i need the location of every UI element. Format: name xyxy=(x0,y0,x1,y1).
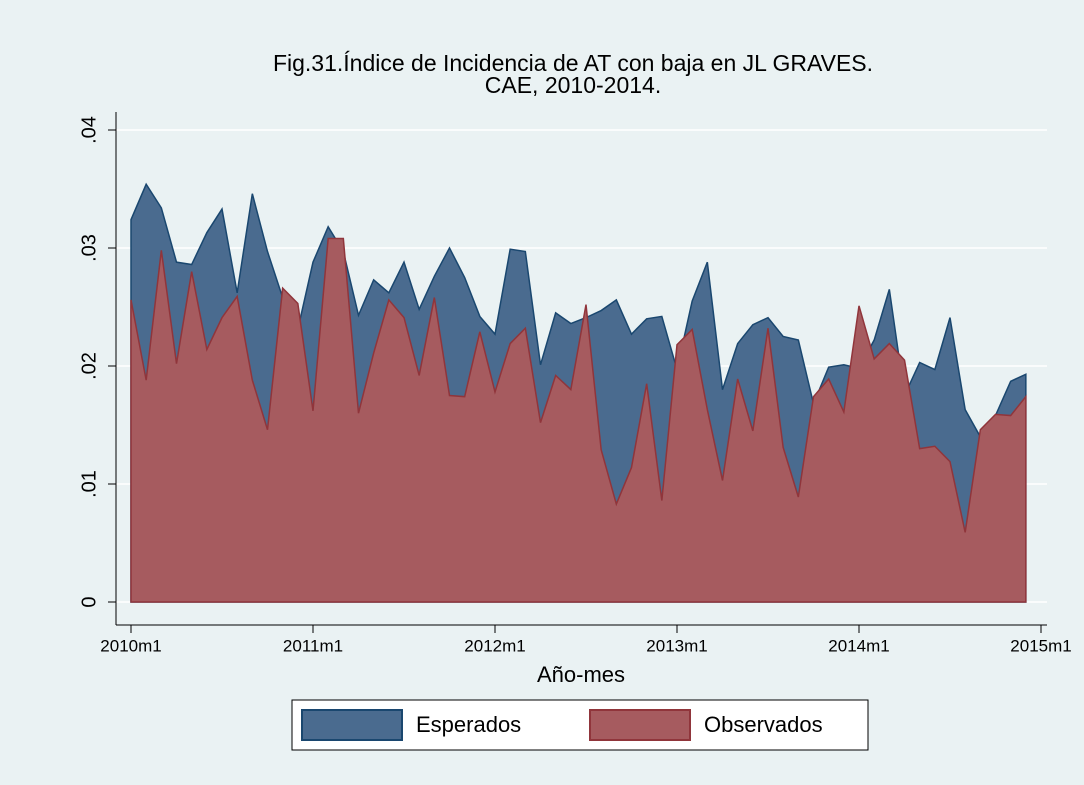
y-tick-label: .02 xyxy=(78,352,100,380)
y-tick-label: .04 xyxy=(78,116,100,144)
area xyxy=(130,237,1027,603)
chart-title: CAE, 2010-2014. xyxy=(485,72,661,98)
legend-swatch xyxy=(589,709,691,741)
x-tick-label: 2010m1 xyxy=(100,636,161,655)
legend-label: Esperados xyxy=(416,712,521,737)
x-tick-label: 2011m1 xyxy=(283,636,343,655)
y-tick-label: .01 xyxy=(78,470,100,498)
y-tick-label: 0 xyxy=(78,596,100,607)
chart-title: Fig.31.Índice de Incidencia de AT con ba… xyxy=(273,50,873,76)
x-tick-label: 2015m1 xyxy=(1010,636,1071,655)
legend-swatch xyxy=(301,709,403,741)
legend-label: Observados xyxy=(704,712,823,737)
x-axis-title: Año-mes xyxy=(537,662,625,687)
y-tick-label: .03 xyxy=(78,234,100,262)
x-tick-label: 2013m1 xyxy=(646,636,707,655)
x-tick-label: 2012m1 xyxy=(464,636,525,655)
x-tick-label: 2014m1 xyxy=(828,636,889,655)
